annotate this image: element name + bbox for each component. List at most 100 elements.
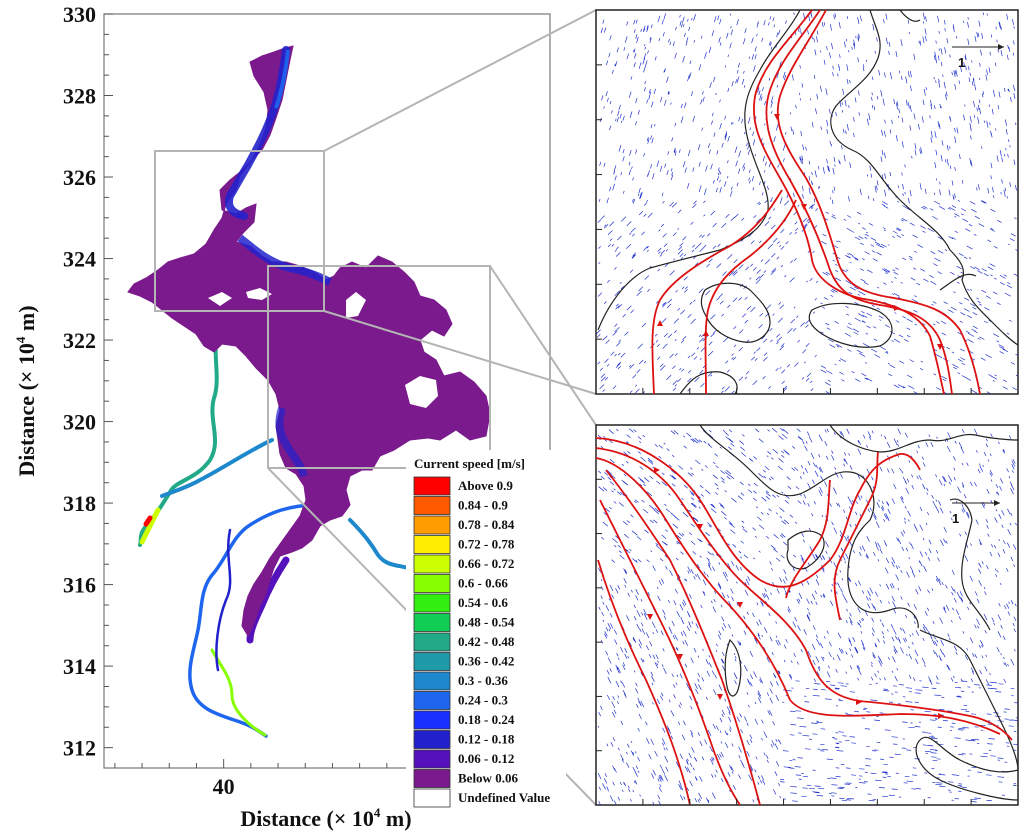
shoreline: [786, 530, 825, 570]
legend-swatch: [413, 710, 451, 730]
streamline-arrow: [774, 114, 780, 120]
streamline: [599, 499, 741, 805]
west-branch-channel: [160, 438, 274, 498]
streamline: [596, 447, 1013, 741]
shoreline: [829, 425, 1018, 453]
legend-swatch: [413, 535, 451, 554]
streamline-arrow: [647, 614, 653, 620]
legend-label: Below 0.06: [458, 771, 518, 786]
legend-label: 0.3 - 0.36: [458, 673, 508, 688]
y-tick-label: 316: [63, 573, 96, 598]
shoreline: [679, 371, 738, 394]
legend-swatch: [413, 574, 451, 593]
reference-vector-label: 1: [952, 511, 959, 526]
southwest-inner-channel: [215, 528, 232, 672]
panel-lower-velocity-vectors: [597, 427, 1018, 805]
island: [346, 292, 366, 318]
southwest-river-channel: [188, 503, 320, 738]
legend-swatch: [413, 593, 451, 613]
y-tick-label: 322: [63, 328, 96, 353]
reservoir-body: [127, 45, 491, 638]
panel-upper-stream-arrows: [657, 114, 943, 350]
reference-arrowhead: [998, 44, 1004, 50]
shoreline: [700, 282, 771, 343]
shoreline: [808, 302, 893, 348]
streamline: [776, 10, 981, 394]
legend-label: Above 0.9: [458, 478, 513, 493]
zoom-panel-lower: 1: [595, 424, 1019, 806]
west-river-hotspot: [143, 515, 153, 527]
island: [208, 292, 232, 306]
legend-title: Current speed [m/s]: [414, 456, 525, 471]
legend-swatch: [413, 691, 451, 710]
streamline: [605, 469, 761, 805]
legend-swatch: [413, 476, 451, 496]
legend-label: 0.6 - 0.66: [458, 576, 508, 591]
legend-swatch: [413, 769, 451, 788]
legend-label: 0.78 - 0.84: [458, 517, 515, 532]
panel-upper-velocity-vectors: [596, 12, 1018, 394]
streamline-arrow: [657, 320, 663, 326]
river-channels: [138, 338, 410, 738]
streamline: [785, 479, 831, 599]
legend-swatch: [413, 613, 451, 632]
panel-upper-ticks: [596, 64, 972, 394]
streamline-arrow: [703, 330, 709, 336]
streamline: [704, 199, 797, 394]
legend-swatch: [413, 632, 451, 652]
legend-swatch: [413, 554, 451, 574]
legend-label: Undefined Value: [458, 790, 550, 805]
panel-lower-reference-vector: 1: [952, 500, 1000, 526]
legend-swatch: [413, 515, 451, 535]
y-tick-label: 326: [63, 165, 96, 190]
panel-lower-ticks: [596, 478, 972, 805]
streamline: [596, 457, 1001, 735]
streamline-arrow: [717, 694, 723, 700]
y-tick-label: 320: [63, 410, 96, 435]
panel-lower-streamlines: [596, 437, 1013, 805]
streamline-arrow: [737, 602, 743, 608]
streamline: [596, 437, 921, 588]
shoreline: [830, 10, 1018, 346]
legend-swatch: [413, 788, 451, 808]
legend-label: 0.12 - 0.18: [458, 732, 515, 747]
connector-lower-top: [489, 265, 597, 426]
streamline-arrow: [894, 305, 900, 311]
reference-vector-label: 1: [958, 55, 965, 70]
y-tick-label: 324: [63, 247, 96, 272]
legend: Current speed [m/s] Above 0.9 0.84 - 0.9 0…: [406, 450, 566, 810]
legend-swatch: [413, 730, 451, 749]
zoom-panel-upper: 1: [595, 9, 1019, 395]
legend-swatch: [413, 496, 451, 515]
west-river-channel: [138, 338, 219, 547]
shoreline: [899, 10, 921, 22]
panel-upper-frame: [595, 9, 1019, 395]
x-tick-label: 40: [213, 774, 235, 799]
streamline-arrow: [938, 713, 944, 719]
panel-upper-reference-vector: 1: [952, 44, 1004, 70]
panel-upper-streamlines: [651, 10, 981, 394]
legend-label: 0.42 - 0.48: [458, 634, 515, 649]
legend-label: 0.54 - 0.6: [458, 595, 508, 610]
streamline: [597, 559, 691, 805]
legend-swatch: [413, 671, 451, 691]
southwest-river-tail: [210, 648, 267, 737]
island: [405, 376, 438, 408]
legend-label: 0.24 - 0.3: [458, 693, 508, 708]
y-tick-label: 328: [63, 84, 96, 109]
panel-lower-frame: [595, 424, 1019, 806]
legend-label: 0.06 - 0.12: [458, 751, 514, 766]
streamline-arrow: [654, 467, 660, 473]
southwest-lobe-speed-band: [275, 406, 308, 478]
south-tributary: [246, 556, 290, 644]
legend-label: 0.48 - 0.54: [458, 615, 515, 630]
upper-zoom-box: [154, 150, 325, 312]
southeast-river-channel: [348, 518, 410, 570]
island: [246, 288, 272, 300]
y-tick-label: 312: [63, 736, 96, 761]
streamline: [651, 189, 783, 394]
connector-upper-top: [323, 9, 597, 152]
west-river-mouth: [139, 507, 161, 545]
